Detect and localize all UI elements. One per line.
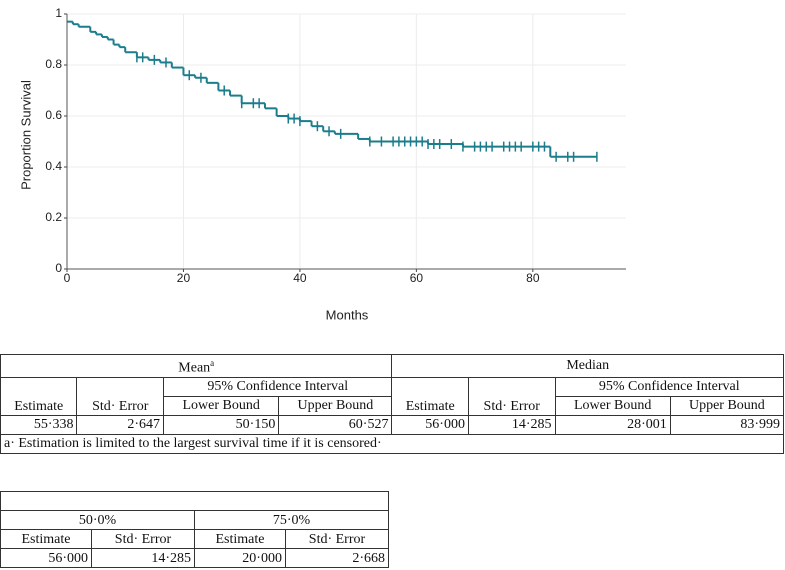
col-header: Lower Bound <box>163 395 280 416</box>
group-header: 75·0% <box>193 510 390 530</box>
estimates-table: Meana Median Estimate Std· Error 95% Con… <box>0 354 785 454</box>
col-header: Lower Bound <box>554 395 671 416</box>
x-tick-label: 60 <box>410 271 424 285</box>
cell-text: Mean <box>178 360 211 376</box>
col-header: Std· Error <box>90 529 195 549</box>
cell: 56·000 <box>0 548 92 568</box>
col-header: Estimate <box>391 376 469 416</box>
cell: 2·647 <box>76 414 165 435</box>
x-tick-label: 80 <box>526 271 540 285</box>
cell: 2·668 <box>284 548 390 568</box>
x-axis-label: Months <box>326 307 369 322</box>
col-header: Upper Bound <box>669 395 785 416</box>
col-header: Std· Error <box>467 376 556 416</box>
col-header: Upper Bound <box>278 395 393 416</box>
col-header: Estimate <box>193 529 286 549</box>
col-header: Estimate <box>0 376 78 416</box>
x-tick-label: 40 <box>293 271 307 285</box>
cell: 55·338 <box>0 414 78 435</box>
cell: 60·527 <box>278 414 393 435</box>
x-tick-label: 20 <box>177 271 191 285</box>
y-tick-label: 0.6 <box>45 108 62 122</box>
sub-header: 95% Confidence Interval <box>163 376 393 397</box>
y-tick-label: 0.8 <box>45 57 62 71</box>
group-header: Median <box>391 354 784 378</box>
col-header: Estimate <box>0 529 92 549</box>
y-axis-label: Proportion Survival <box>18 80 33 190</box>
y-tick-label: 0.2 <box>45 210 62 224</box>
cell: 83·999 <box>669 414 785 435</box>
x-tick-label: 0 <box>64 271 71 285</box>
y-tick-label: 0 <box>55 261 62 275</box>
col-header: Std· Error <box>76 376 165 416</box>
chart: Proportion Survival Months 0 0.2 0.4 0.6 0.8… <box>18 6 626 322</box>
sub-header: 95% Confidence Interval <box>554 376 785 397</box>
group-header: 50·0% <box>0 510 195 530</box>
y-tick-label: 1 <box>55 6 62 20</box>
title-row <box>0 491 389 511</box>
cell: 14·285 <box>467 414 556 435</box>
footnote-mark: a <box>210 358 215 368</box>
cell: 56·000 <box>391 414 469 435</box>
group-header: Meana <box>0 354 393 378</box>
footnote: a· Estimation is limited to the largest … <box>0 433 784 454</box>
cell: 20·000 <box>193 548 286 568</box>
col-header: Std· Error <box>284 529 390 549</box>
cell: 28·001 <box>554 414 671 435</box>
cell: 50·150 <box>163 414 280 435</box>
y-tick-label: 0.4 <box>45 159 62 173</box>
cell: 14·285 <box>90 548 195 568</box>
percentiles-table: 50·0% 75·0% Estimate Std· Error Estimate… <box>0 491 390 568</box>
